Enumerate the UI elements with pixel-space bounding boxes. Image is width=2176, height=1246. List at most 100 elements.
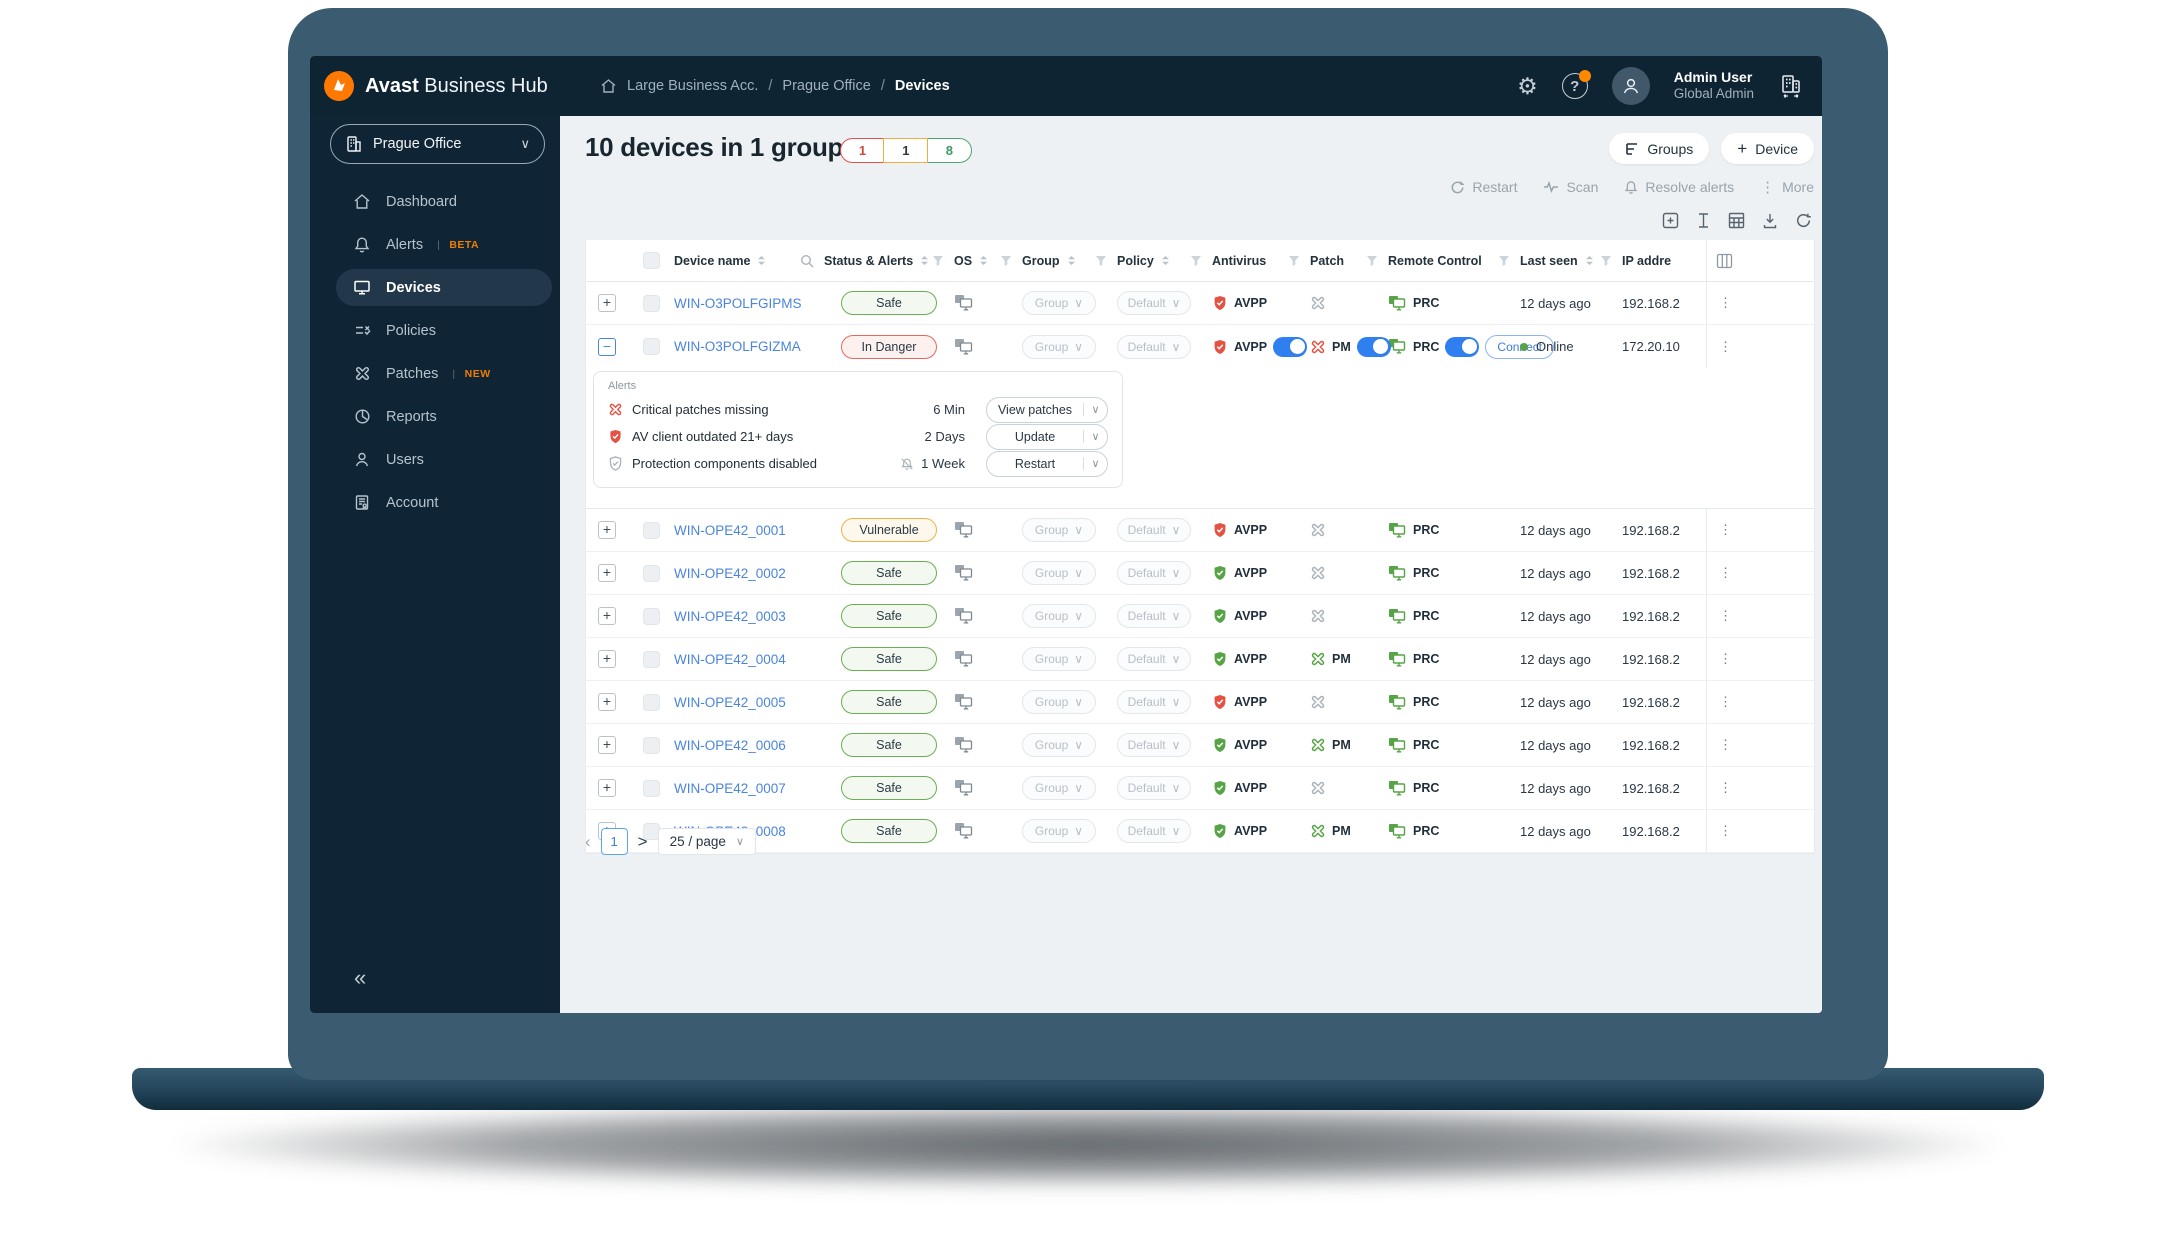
expand-row-button[interactable]: + (598, 693, 616, 711)
row-menu-icon[interactable]: ⋮ (1719, 651, 1732, 666)
user-info[interactable]: Admin User Global Admin (1674, 69, 1754, 103)
collapse-row-button[interactable]: − (598, 337, 616, 356)
restart-action[interactable]: Restart (1450, 179, 1517, 195)
chevron-down-icon[interactable]: ∨ (1083, 430, 1107, 443)
col-status[interactable]: Status & Alerts (824, 240, 954, 281)
row-menu-icon[interactable]: ⋮ (1719, 780, 1732, 795)
help-icon[interactable]: ? (1561, 70, 1591, 99)
sidebar-item-policies[interactable]: Policies (310, 309, 560, 352)
filter-icon[interactable] (1288, 255, 1300, 267)
resolve-alerts-action[interactable]: Resolve alerts (1624, 179, 1734, 195)
policy-dropdown[interactable]: Default ∨ (1117, 604, 1191, 628)
group-dropdown[interactable]: Group ∨ (1022, 604, 1096, 628)
device-link[interactable]: WIN-OPE42_0005 (674, 694, 786, 710)
expand-row-button[interactable]: + (598, 564, 616, 582)
policy-dropdown[interactable]: Default ∨ (1117, 690, 1191, 714)
sidebar-item-users[interactable]: Users (310, 438, 560, 481)
update-button[interactable]: Update ∨ (986, 423, 1108, 450)
expand-row-button[interactable]: + (598, 779, 616, 797)
col-policy[interactable]: Policy (1117, 240, 1212, 281)
row-menu-icon[interactable]: ⋮ (1719, 608, 1732, 623)
filter-icon[interactable] (1190, 255, 1202, 267)
group-dropdown[interactable]: Group ∨ (1022, 647, 1096, 671)
row-menu-icon[interactable]: ⋮ (1719, 565, 1732, 580)
policy-dropdown[interactable]: Default ∨ (1117, 518, 1191, 542)
policy-dropdown[interactable]: Default ∨ (1117, 647, 1191, 671)
row-checkbox[interactable] (642, 693, 660, 711)
sidebar-item-dashboard[interactable]: Dashboard (310, 180, 560, 223)
device-link[interactable]: WIN-OPE42_0004 (674, 651, 786, 667)
sort-icon[interactable] (979, 255, 988, 266)
scan-action[interactable]: Scan (1543, 179, 1598, 195)
current-page[interactable]: 1 (600, 828, 628, 855)
row-checkbox[interactable] (642, 650, 660, 668)
breadcrumb-site[interactable]: Prague Office (782, 78, 871, 94)
device-link[interactable]: WIN-OPE42_0003 (674, 608, 786, 624)
policy-dropdown[interactable]: Default ∨ (1117, 733, 1191, 757)
view-patches-button[interactable]: View patches ∨ (986, 396, 1108, 423)
group-dropdown[interactable]: Group ∨ (1022, 291, 1096, 315)
brand-logo[interactable]: Avast Business Hub (310, 71, 560, 101)
group-dropdown[interactable]: Group ∨ (1022, 561, 1096, 585)
group-dropdown[interactable]: Group ∨ (1022, 518, 1096, 542)
row-menu-icon[interactable]: ⋮ (1719, 694, 1732, 709)
filter-icon[interactable] (1000, 255, 1012, 267)
filter-icon[interactable] (1366, 255, 1378, 267)
row-checkbox[interactable] (642, 607, 660, 625)
expand-all-icon[interactable] (1662, 212, 1679, 229)
device-link[interactable]: WIN-OPE42_0001 (674, 522, 786, 538)
refresh-icon[interactable] (1795, 212, 1812, 229)
expand-row-button[interactable]: + (598, 607, 616, 625)
column-settings[interactable] (1706, 240, 1816, 281)
select-all-checkbox[interactable] (642, 252, 660, 269)
row-menu-icon[interactable]: ⋮ (1719, 823, 1732, 838)
row-checkbox[interactable] (642, 564, 660, 582)
expand-row-button[interactable]: + (598, 521, 616, 539)
sort-icon[interactable] (1161, 255, 1170, 266)
export-download-icon[interactable] (1762, 212, 1778, 229)
user-avatar[interactable] (1611, 67, 1650, 105)
device-link[interactable]: WIN-O3POLFGIZMA (674, 339, 801, 354)
col-group[interactable]: Group (1022, 240, 1117, 281)
next-page-button[interactable]: > (637, 831, 648, 851)
row-checkbox[interactable] (642, 521, 660, 539)
col-antivirus[interactable]: Antivirus (1212, 240, 1310, 281)
policy-dropdown[interactable]: Default ∨ (1117, 776, 1191, 800)
add-device-button[interactable]: + Device (1721, 133, 1814, 164)
group-dropdown[interactable]: Group ∨ (1022, 776, 1096, 800)
group-dropdown[interactable]: Group ∨ (1022, 733, 1096, 757)
danger-count-badge[interactable]: 1 (840, 138, 885, 163)
row-menu-icon[interactable]: ⋮ (1719, 338, 1732, 354)
col-os[interactable]: OS (954, 240, 1022, 281)
row-menu-icon[interactable]: ⋮ (1719, 737, 1732, 752)
table-view-icon[interactable] (1728, 212, 1745, 229)
device-link[interactable]: WIN-OPE42_0007 (674, 780, 786, 796)
sort-icon[interactable] (1067, 255, 1076, 266)
remote-control-toggle[interactable] (1445, 336, 1480, 357)
sidebar-collapse-icon[interactable]: « (354, 965, 367, 990)
search-icon[interactable] (800, 254, 814, 268)
device-link[interactable]: WIN-OPE42_0006 (674, 737, 786, 753)
row-height-icon[interactable] (1696, 212, 1711, 229)
company-switcher-icon[interactable] (1778, 73, 1804, 99)
antivirus-toggle[interactable] (1273, 336, 1308, 357)
row-checkbox[interactable] (642, 294, 660, 312)
row-checkbox[interactable] (642, 736, 660, 754)
filter-icon[interactable] (1498, 255, 1510, 267)
filter-icon[interactable] (1600, 255, 1612, 267)
device-link[interactable]: WIN-OPE42_0002 (674, 565, 786, 581)
sidebar-item-patches[interactable]: Patches NEW (310, 352, 560, 395)
expand-row-button[interactable]: + (598, 736, 616, 754)
expand-row-button[interactable]: + (598, 650, 616, 668)
vulnerable-count-badge[interactable]: 1 (883, 138, 929, 163)
connect-button[interactable]: Connect (1485, 334, 1555, 359)
row-menu-icon[interactable]: ⋮ (1719, 522, 1732, 537)
patch-toggle[interactable] (1356, 336, 1391, 357)
device-link[interactable]: WIN-O3POLFGIPMS (674, 295, 802, 311)
sidebar-item-account[interactable]: Account (310, 481, 560, 524)
page-size-select[interactable]: 25 / page ∨ (657, 828, 756, 855)
filter-icon[interactable] (1095, 255, 1107, 267)
row-checkbox[interactable] (642, 779, 660, 797)
more-action[interactable]: ⋮ More (1760, 178, 1814, 196)
policy-dropdown[interactable]: Default ∨ (1117, 819, 1191, 843)
